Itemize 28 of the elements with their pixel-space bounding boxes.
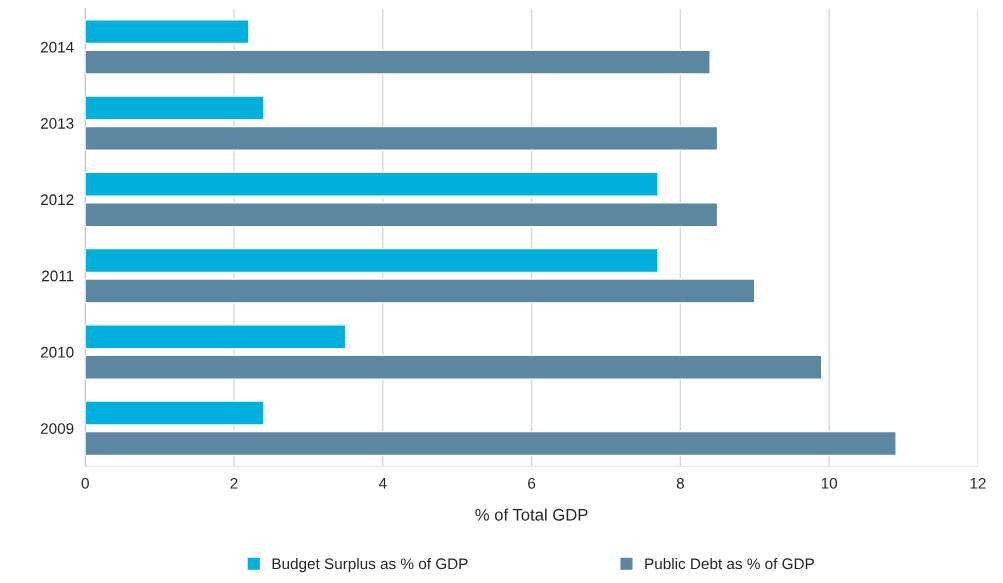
x-axis-title: % of Total GDP bbox=[475, 508, 588, 521]
bar bbox=[85, 400, 265, 426]
legend-label: Public Debt as % of GDP bbox=[645, 557, 814, 570]
bar bbox=[85, 354, 823, 380]
x-tick-label: 10 bbox=[821, 477, 838, 489]
x-tick-label: 8 bbox=[676, 477, 684, 489]
legend-label: Budget Surplus as % of GDP bbox=[272, 557, 468, 573]
bar bbox=[85, 171, 659, 197]
bar bbox=[85, 202, 719, 228]
y-tick-label: 2010 bbox=[40, 346, 74, 358]
x-tick-label: 12 bbox=[970, 477, 986, 489]
bar bbox=[85, 19, 250, 45]
x-tick-label: 4 bbox=[378, 478, 387, 489]
y-tick-label: 2012 bbox=[40, 194, 74, 206]
bar bbox=[85, 95, 265, 121]
bar bbox=[85, 125, 719, 152]
x-tick-label: 2 bbox=[230, 477, 238, 489]
y-tick-label: 2009 bbox=[40, 423, 74, 434]
bar bbox=[85, 247, 659, 274]
bar bbox=[85, 430, 897, 457]
y-tick-label: 2011 bbox=[42, 270, 74, 282]
x-tick-label: 6 bbox=[528, 477, 536, 489]
bar bbox=[85, 324, 347, 350]
bar bbox=[85, 49, 711, 75]
bar bbox=[85, 278, 756, 304]
y-tick-label: 2014 bbox=[40, 41, 74, 53]
y-tick-label: 2013 bbox=[40, 118, 74, 129]
x-tick-label: 0 bbox=[81, 477, 89, 489]
